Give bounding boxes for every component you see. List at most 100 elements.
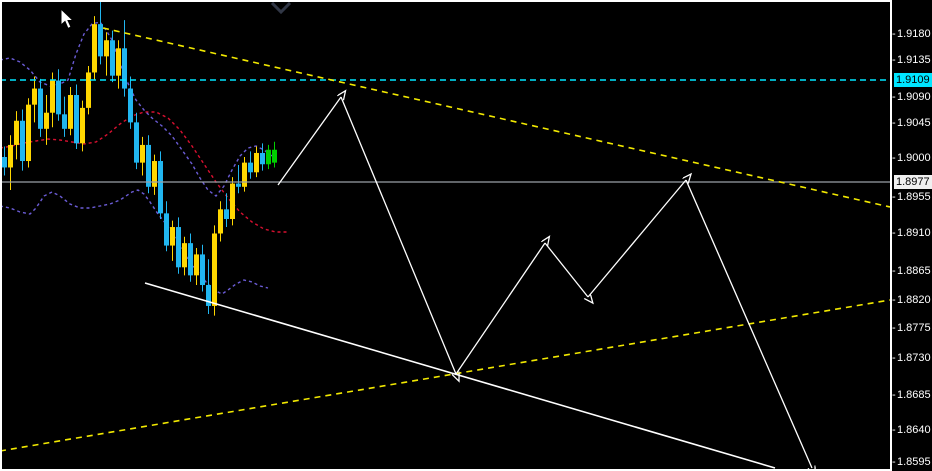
- price-tick-label: 1.8640: [897, 424, 931, 436]
- candle-body: [2, 157, 7, 168]
- candle-body: [266, 149, 271, 165]
- candle-body: [176, 227, 181, 268]
- candle-body: [14, 120, 19, 145]
- tick-dash: -: [892, 389, 896, 401]
- candle-body: [20, 120, 25, 162]
- candle-body: [146, 144, 151, 187]
- price-tick-label: 1.8730: [897, 352, 931, 364]
- candle-body: [182, 243, 187, 268]
- candle-body: [254, 152, 259, 173]
- tick-dash: -: [892, 117, 896, 129]
- price-tick: -1.8730: [892, 351, 932, 365]
- price-axis[interactable]: -1.9180 -1.9135 -1.9090 -1.9045 -1.9000 -1.89…: [890, 0, 932, 471]
- candle-body: [200, 254, 205, 286]
- price-tick-label: 1.8820: [897, 294, 931, 306]
- candle-body: [158, 161, 163, 214]
- candle-body: [26, 104, 31, 162]
- plot-left-border: [0, 0, 2, 471]
- candle-body: [212, 233, 217, 306]
- price-tick-label: 1.9045: [897, 117, 931, 129]
- candle-body: [110, 40, 115, 76]
- descending-white-trendline[interactable]: [144, 282, 776, 469]
- price-tick: -1.8955: [892, 190, 932, 204]
- candle-body: [164, 213, 169, 246]
- tick-dash: -: [892, 352, 896, 364]
- price-tick: -1.9180: [892, 27, 932, 41]
- price-tick-label: 1.9090: [897, 91, 931, 103]
- ascending-support-trendline[interactable]: [0, 299, 890, 452]
- plot-bottom-border: [0, 469, 932, 471]
- tick-dash: -: [892, 191, 896, 203]
- tick-dash: -: [892, 28, 896, 40]
- tick-dash: -: [892, 322, 896, 334]
- horizontal-price-lines: [0, 79, 890, 183]
- candle-body: [230, 183, 235, 219]
- price-tick-label: 1.8685: [897, 389, 931, 401]
- price-tick: -1.8820: [892, 293, 932, 307]
- candlestick-series: [2, 1, 277, 316]
- price-tick-label: 1.8910: [897, 227, 931, 239]
- candle-body: [74, 95, 79, 144]
- arrow-down-3[interactable]: [685, 179, 812, 468]
- price-tick: -1.8775: [892, 321, 932, 335]
- candle-body: [188, 243, 193, 276]
- price-chart-plot-area[interactable]: [0, 0, 890, 471]
- candle-body: [80, 107, 85, 144]
- trendlines-group[interactable]: [0, 27, 890, 469]
- candle-body: [218, 209, 223, 234]
- candle-body: [272, 149, 277, 163]
- price-tick: -1.8595: [892, 455, 932, 469]
- candle-body: [128, 88, 133, 123]
- candle-body: [242, 162, 247, 187]
- tick-dash: -: [892, 227, 896, 239]
- price-tick-label: 1.9180: [897, 28, 931, 40]
- lower-band-line: [0, 189, 269, 295]
- arrow-up-3[interactable]: [587, 180, 686, 298]
- price-tick-label: 1.8775: [897, 322, 931, 334]
- price-tick: -1.8640: [892, 423, 932, 437]
- candle-body: [248, 162, 253, 173]
- candle-body: [122, 48, 127, 89]
- candle-body: [50, 80, 55, 113]
- price-tick-label: 1.8865: [897, 265, 931, 277]
- price-tick: -1.9135: [892, 53, 932, 67]
- projection-arrows-group[interactable]: [277, 96, 812, 468]
- candle-body: [104, 40, 109, 57]
- candle-body: [56, 80, 61, 115]
- last-price-label[interactable]: 1.8977: [894, 175, 932, 189]
- bid-price-label[interactable]: 1.9109: [894, 73, 932, 87]
- candle-body: [68, 95, 73, 129]
- candle-body: [32, 88, 37, 105]
- candle-body: [194, 254, 199, 276]
- tick-dash: -: [892, 456, 896, 468]
- candle-body: [92, 24, 97, 73]
- arrow-up-2[interactable]: [455, 243, 545, 375]
- price-tick-label: 1.8955: [897, 191, 931, 203]
- candle-body: [170, 227, 175, 246]
- price-tick-label: 1.8595: [897, 456, 931, 468]
- tick-dash: -: [892, 294, 896, 306]
- price-tick: -1.8910: [892, 226, 932, 240]
- price-tick-label: 1.9135: [897, 54, 931, 66]
- arrow-down-1[interactable]: [340, 96, 456, 374]
- plot-top-border: [0, 0, 890, 2]
- price-tick: -1.9000: [892, 151, 932, 165]
- candle-body: [224, 209, 229, 219]
- candle-body: [206, 285, 211, 306]
- descending-resistance-trendline[interactable]: [102, 27, 890, 208]
- candle-body: [98, 24, 103, 57]
- price-tick: -1.8865: [892, 264, 932, 278]
- tick-dash: -: [892, 424, 896, 436]
- moving-average-line: [0, 111, 288, 233]
- candle-body: [62, 114, 67, 129]
- candle-body: [116, 48, 121, 76]
- arrow-up-1[interactable]: [277, 97, 341, 186]
- candle-body: [236, 183, 241, 187]
- candle-body: [44, 112, 49, 129]
- tick-dash: -: [892, 152, 896, 164]
- price-tick: -1.9045: [892, 116, 932, 130]
- arrow-down-2[interactable]: [544, 242, 588, 297]
- price-tick: -1.9090: [892, 90, 932, 104]
- candle-body: [152, 161, 157, 187]
